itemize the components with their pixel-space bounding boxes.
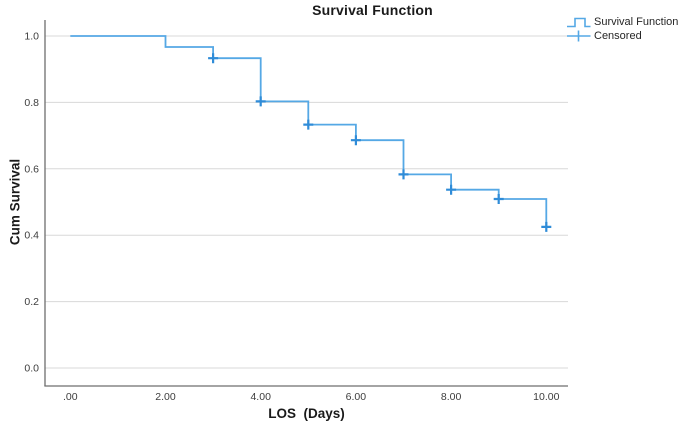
censored-marker: [350, 135, 361, 146]
y-tick-label: 1.0: [24, 31, 39, 43]
x-axis-title: LOS (Days): [268, 406, 345, 421]
chart-title: Survival Function: [312, 2, 433, 18]
step-line-icon: [567, 17, 591, 28]
censored-marker: [208, 53, 219, 64]
y-tick-label: 0.8: [24, 97, 39, 109]
y-tick-label: 0.2: [24, 296, 39, 308]
censored-marker: [398, 169, 409, 180]
y-axis-title: Cum Survival: [7, 158, 23, 246]
legend-label-survival-function: Survival Function: [594, 15, 679, 28]
censored-marker: [446, 184, 457, 195]
y-tick-label: 0.4: [24, 230, 39, 242]
legend-item-censored: Censored: [566, 29, 678, 43]
x-tick-label: .00: [63, 391, 78, 403]
y-tick-label: 0.0: [24, 363, 39, 375]
y-tick-label: 0.6: [24, 163, 39, 175]
censored-marker: [493, 194, 504, 204]
censored-marker: [541, 221, 552, 232]
plus-marker-icon: [567, 30, 591, 42]
censored-marker: [303, 119, 314, 130]
legend-item-survival-function: Survival Function: [566, 15, 678, 29]
x-tick-label: 8.00: [441, 391, 462, 403]
x-tick-label: 4.00: [250, 391, 271, 403]
x-tick-label: 2.00: [155, 391, 176, 403]
x-tick-label: 6.00: [346, 391, 367, 403]
censored-marker: [255, 96, 266, 107]
survival-step-curve: [70, 35, 548, 227]
legend-label-censored: Censored: [594, 29, 642, 42]
legend: Survival Function Censored: [566, 15, 678, 43]
x-tick-label: 10.00: [533, 391, 559, 403]
